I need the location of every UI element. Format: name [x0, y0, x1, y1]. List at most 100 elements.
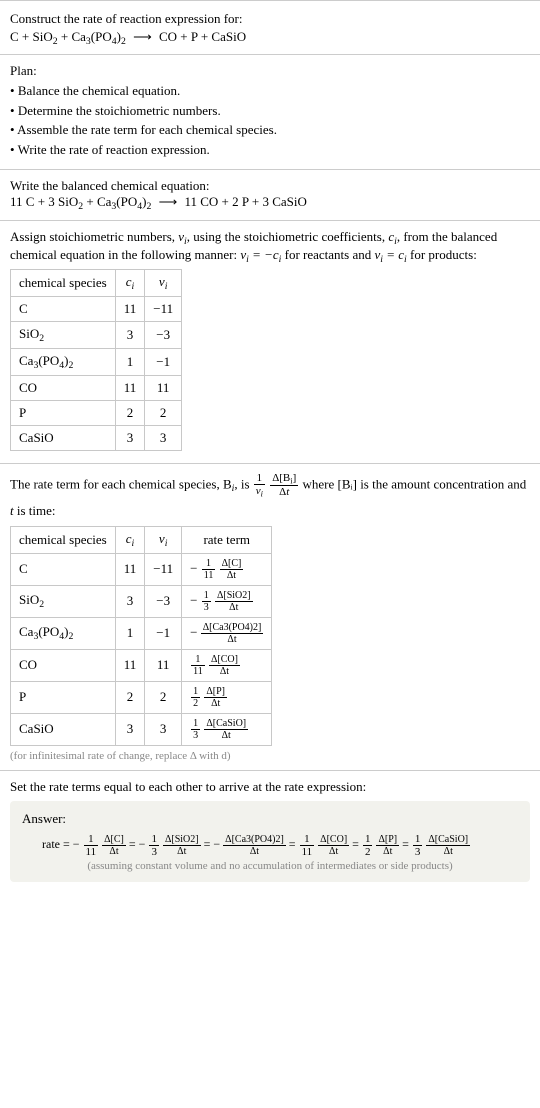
cell-species: Ca3(PO4)2 — [11, 349, 116, 376]
col-species: chemical species — [11, 270, 116, 297]
cell-species: C — [11, 297, 116, 322]
cell-species: C — [11, 553, 116, 585]
table-row: Ca3(PO4)21−1− Δ[Ca3(PO4)2]Δt — [11, 617, 272, 649]
balanced-equation: 11 C + 3 SiO2 + Ca3(PO4)2 11 CO + 2 P + … — [10, 194, 530, 212]
cell-c: 3 — [115, 713, 145, 745]
cell-c: 2 — [115, 681, 145, 713]
cell-rate: 12 Δ[P]Δt — [182, 681, 272, 713]
arrow-icon — [155, 194, 182, 209]
cell-v: 3 — [145, 425, 182, 450]
plan-label: Plan: — [10, 63, 530, 79]
answer-note: (assuming constant volume and no accumul… — [22, 860, 518, 872]
table-row: P2212 Δ[P]Δt — [11, 681, 272, 713]
prompt-text: Construct the rate of reaction expressio… — [10, 9, 530, 29]
plan-item-text: Balance the chemical equation. — [18, 83, 180, 98]
den: Δt — [270, 486, 298, 498]
text: for reactants and — [281, 247, 374, 262]
c-symbol: ci — [388, 229, 397, 244]
col-rate: rate term — [182, 526, 272, 553]
stoich-table: chemical species ci νi C11−11SiO23−3Ca3(… — [10, 269, 182, 451]
plan-item-text: Write the rate of reaction expression. — [18, 142, 210, 157]
cell-v: 11 — [145, 375, 182, 400]
text: Assign stoichiometric numbers, — [10, 229, 178, 244]
cell-c: 11 — [115, 649, 145, 681]
table-row: C11−11− 111 Δ[C]Δt — [11, 553, 272, 585]
stoich-section: Assign stoichiometric numbers, νi, using… — [0, 220, 540, 463]
col-v: νi — [145, 526, 182, 553]
balanced-label: Write the balanced chemical equation: — [10, 178, 530, 194]
cell-rate: − Δ[Ca3(PO4)2]Δt — [182, 617, 272, 649]
col-v: νi — [145, 270, 182, 297]
frac-one-over-nu: 1νi — [253, 472, 266, 499]
final-section: Set the rate terms equal to each other t… — [0, 770, 540, 890]
eq: νi = −ci — [240, 247, 281, 262]
unbalanced-equation: C + SiO2 + Ca3(PO4)2 CO + P + CaSiO — [10, 29, 530, 47]
table-header-row: chemical species ci νi — [11, 270, 182, 297]
answer-equation: rate = − 111 Δ[C]Δt = − 13 Δ[SiO2]Δt = −… — [22, 831, 518, 858]
cell-species: CO — [11, 375, 116, 400]
frac-delta-b: Δ[Bi]Δt — [269, 472, 299, 499]
table-row: CaSiO33 — [11, 425, 182, 450]
nu-symbol: νi — [178, 229, 187, 244]
cell-rate: 13 Δ[CaSiO]Δt — [182, 713, 272, 745]
balanced-lhs: 11 C + 3 SiO2 + Ca3(PO4)2 — [10, 194, 151, 209]
rate-table: chemical species ci νi rate term C11−11−… — [10, 526, 272, 746]
num: Δ[Bi] — [270, 472, 298, 487]
cell-c: 1 — [115, 349, 145, 376]
cell-v: −11 — [145, 553, 182, 585]
plan-item: • Balance the chemical equation. — [10, 81, 530, 101]
table-header-row: chemical species ci νi rate term — [11, 526, 272, 553]
cell-v: −11 — [145, 297, 182, 322]
cell-v: 3 — [145, 713, 182, 745]
num: 1 — [254, 472, 265, 485]
cell-rate: − 111 Δ[C]Δt — [182, 553, 272, 585]
rate-footnote: (for infinitesimal rate of change, repla… — [10, 750, 530, 762]
rate-term-section: The rate term for each chemical species,… — [0, 463, 540, 770]
table-row: Ca3(PO4)21−1 — [11, 349, 182, 376]
text: where [Bᵢ] is the amount concentration a… — [302, 476, 526, 491]
stoich-intro: Assign stoichiometric numbers, νi, using… — [10, 229, 530, 265]
cell-v: −1 — [145, 617, 182, 649]
table-row: CO1111 — [11, 375, 182, 400]
eq-rhs: CO + P + CaSiO — [159, 29, 246, 44]
eq: νi = ci — [375, 247, 407, 262]
text: The rate term for each chemical species,… — [10, 476, 232, 491]
text: for products: — [407, 247, 477, 262]
plan-section: Plan: • Balance the chemical equation. •… — [0, 54, 540, 169]
cell-c: 1 — [115, 617, 145, 649]
cell-c: 11 — [115, 297, 145, 322]
cell-rate: − 13 Δ[SiO2]Δt — [182, 585, 272, 617]
final-intro: Set the rate terms equal to each other t… — [10, 779, 530, 795]
cell-c: 3 — [115, 585, 145, 617]
answer-label: Answer: — [22, 811, 518, 827]
cell-v: −3 — [145, 585, 182, 617]
text: , is — [234, 476, 252, 491]
arrow-icon — [129, 29, 156, 44]
balanced-rhs: 11 CO + 2 P + 3 CaSiO — [184, 194, 306, 209]
col-species: chemical species — [11, 526, 116, 553]
text: , using the stoichiometric coefficients, — [187, 229, 389, 244]
table-row: C11−11 — [11, 297, 182, 322]
table-row: SiO23−3 — [11, 322, 182, 349]
cell-species: CaSiO — [11, 425, 116, 450]
col-c: ci — [115, 526, 145, 553]
cell-species: CaSiO — [11, 713, 116, 745]
cell-species: P — [11, 400, 116, 425]
col-c: ci — [115, 270, 145, 297]
cell-v: −3 — [145, 322, 182, 349]
cell-v: −1 — [145, 349, 182, 376]
cell-c: 11 — [115, 375, 145, 400]
cell-c: 3 — [115, 322, 145, 349]
header-section: Construct the rate of reaction expressio… — [0, 0, 540, 54]
eq-lhs: C + SiO2 + Ca3(PO4)2 — [10, 29, 126, 44]
cell-species: SiO2 — [11, 322, 116, 349]
cell-species: P — [11, 681, 116, 713]
table-row: P22 — [11, 400, 182, 425]
den: νi — [254, 485, 265, 499]
plan-item-text: Assemble the rate term for each chemical… — [17, 122, 277, 137]
rate-intro: The rate term for each chemical species,… — [10, 472, 530, 522]
cell-v: 2 — [145, 400, 182, 425]
cell-species: SiO2 — [11, 585, 116, 617]
cell-v: 11 — [145, 649, 182, 681]
cell-c: 11 — [115, 553, 145, 585]
